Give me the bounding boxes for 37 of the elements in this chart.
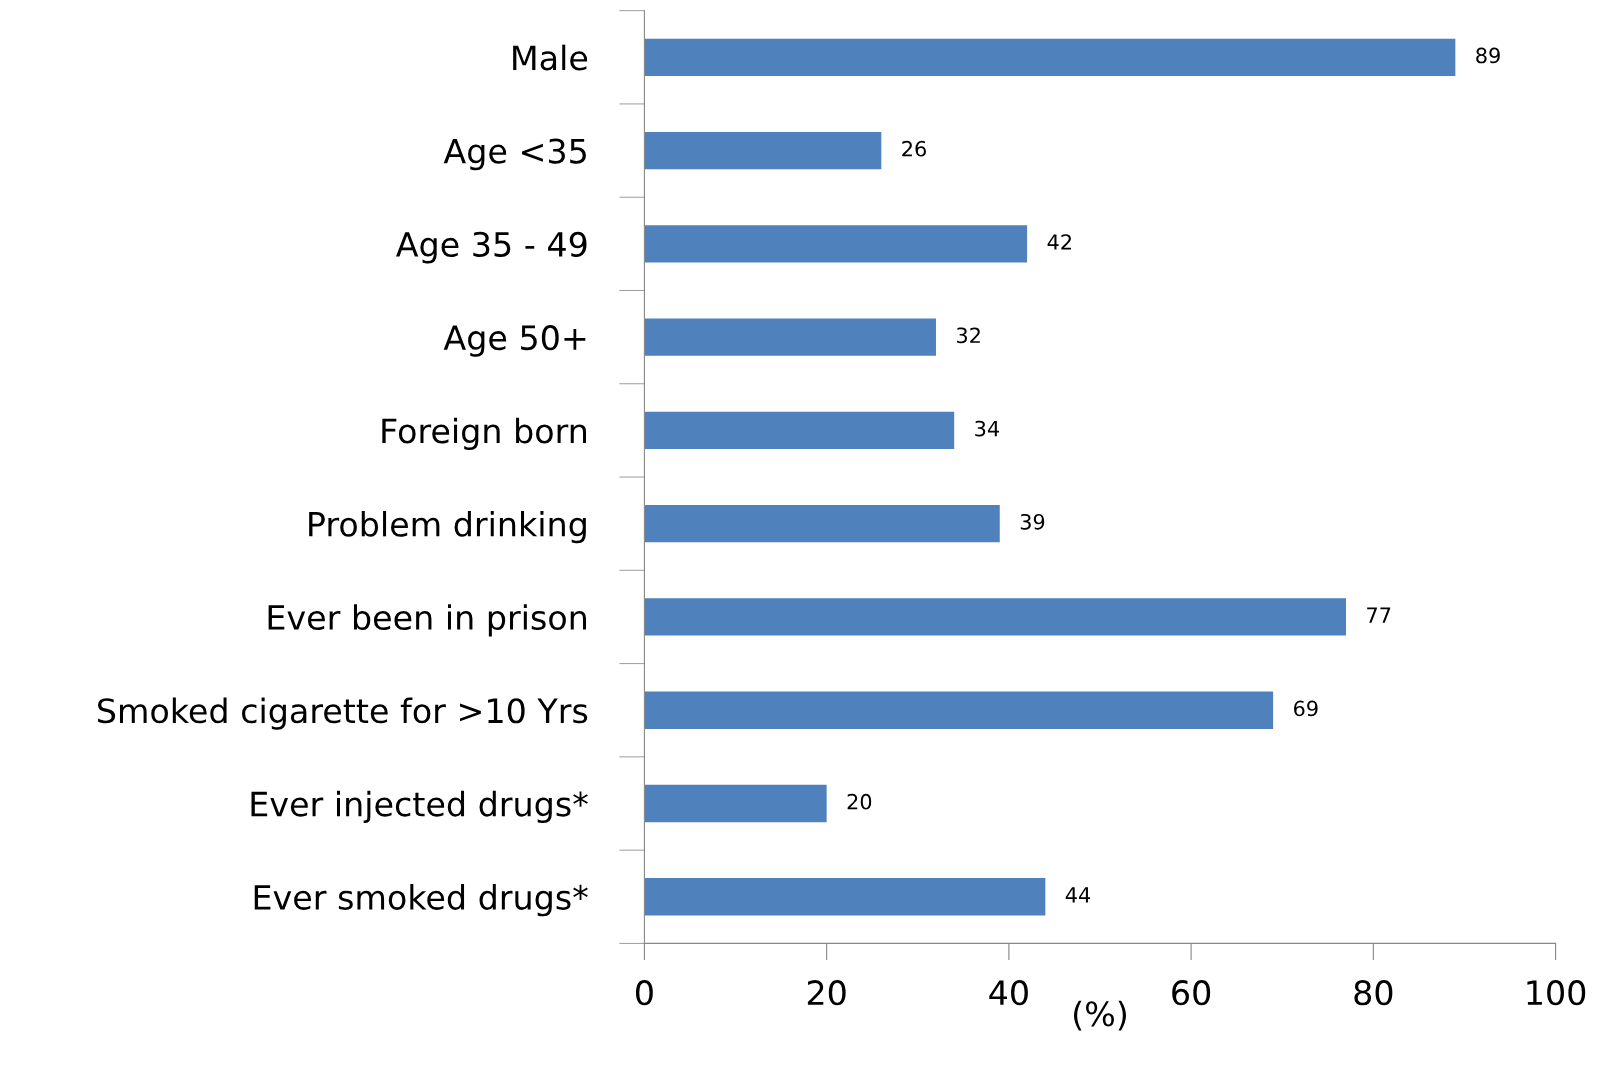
y-tick-label: Ever been in prison: [268, 604, 587, 637]
data-label: 34: [975, 420, 999, 437]
x-axis-title: (%): [1074, 1000, 1126, 1031]
bar: [644, 131, 882, 170]
y-tick-label: Ever smoked drugs*: [254, 884, 588, 917]
data-label: 26: [902, 140, 926, 157]
bar: [644, 225, 1028, 263]
bar: [644, 411, 955, 450]
data-label: 89: [1476, 47, 1500, 64]
bar: [644, 784, 827, 823]
data-label: 69: [1294, 700, 1318, 717]
y-tick-label: Foreign born: [382, 417, 587, 450]
bar: [644, 878, 1046, 916]
x-tick-label: 20: [807, 980, 846, 1006]
x-tick-label: 80: [1354, 980, 1393, 1006]
bar: [644, 691, 1274, 729]
y-tick-label: Age 35 - 49: [396, 231, 587, 264]
data-label: 20: [847, 793, 872, 810]
y-tick-label: Problem drinking: [309, 511, 586, 544]
x-tick-label: 60: [1172, 980, 1211, 1006]
bar: [644, 318, 936, 356]
data-label: 42: [1047, 234, 1071, 250]
bar: [644, 598, 1347, 636]
y-tick-label: Age <35: [443, 138, 586, 171]
y-tick-label: Ever injected drugs*: [251, 790, 588, 824]
x-tick-label: 40: [989, 980, 1028, 1006]
data-label: 44: [1065, 887, 1091, 903]
y-tick-label: Smoked cigarette for >10 Yrs: [97, 697, 588, 730]
data-label: 39: [1020, 513, 1045, 530]
bar: [644, 505, 1000, 543]
x-tick-label: 100: [1527, 980, 1586, 1006]
y-tick-label: Male: [513, 44, 588, 71]
x-tick-label: 0: [636, 980, 653, 1006]
y-tick-label: Age 50+: [443, 325, 586, 357]
data-label: 77: [1367, 607, 1391, 623]
bar: [644, 38, 1456, 76]
data-label: 32: [957, 327, 980, 344]
